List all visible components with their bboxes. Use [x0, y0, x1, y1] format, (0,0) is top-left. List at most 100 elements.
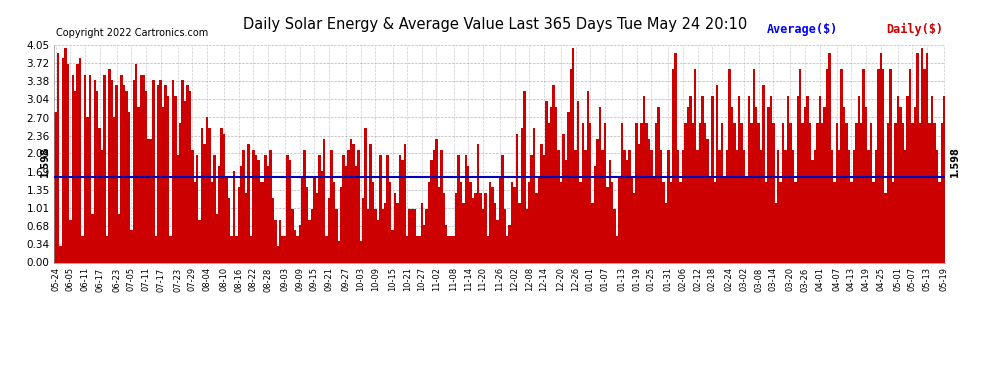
- Bar: [364, 128, 367, 262]
- Bar: [521, 128, 523, 262]
- Bar: [318, 155, 321, 262]
- Bar: [626, 160, 628, 262]
- Bar: [103, 75, 106, 262]
- Bar: [69, 219, 71, 262]
- Bar: [469, 182, 472, 262]
- Bar: [611, 182, 614, 262]
- Bar: [792, 150, 794, 262]
- Bar: [301, 177, 304, 262]
- Bar: [489, 182, 491, 262]
- Bar: [274, 219, 276, 262]
- Bar: [486, 236, 489, 262]
- Bar: [184, 101, 186, 262]
- Bar: [194, 182, 196, 262]
- Bar: [340, 188, 343, 262]
- Bar: [171, 80, 174, 262]
- Bar: [464, 155, 467, 262]
- Bar: [672, 69, 674, 262]
- Bar: [157, 85, 159, 262]
- Bar: [857, 96, 860, 262]
- Bar: [652, 177, 655, 262]
- Bar: [787, 96, 789, 262]
- Bar: [919, 123, 921, 262]
- Bar: [747, 96, 750, 262]
- Bar: [564, 160, 567, 262]
- Bar: [760, 150, 762, 262]
- Bar: [431, 160, 433, 262]
- Bar: [894, 123, 897, 262]
- Bar: [231, 236, 233, 262]
- Bar: [724, 177, 726, 262]
- Bar: [696, 150, 699, 262]
- Bar: [257, 160, 259, 262]
- Bar: [655, 123, 657, 262]
- Bar: [128, 112, 130, 262]
- Bar: [716, 85, 719, 262]
- Bar: [418, 236, 421, 262]
- Bar: [372, 182, 374, 262]
- Bar: [349, 139, 352, 262]
- Bar: [428, 182, 431, 262]
- Bar: [909, 69, 911, 262]
- Bar: [311, 209, 313, 262]
- Bar: [143, 75, 145, 262]
- Bar: [496, 219, 499, 262]
- Bar: [499, 177, 501, 262]
- Bar: [130, 230, 133, 262]
- Bar: [154, 236, 157, 262]
- Bar: [201, 128, 203, 262]
- Bar: [81, 236, 84, 262]
- Bar: [441, 150, 443, 262]
- Bar: [811, 160, 814, 262]
- Bar: [528, 182, 531, 262]
- Bar: [443, 193, 446, 262]
- Bar: [176, 155, 179, 262]
- Bar: [879, 53, 882, 262]
- Bar: [762, 85, 765, 262]
- Bar: [479, 193, 482, 262]
- Bar: [545, 101, 547, 262]
- Bar: [462, 203, 464, 262]
- Bar: [594, 166, 596, 262]
- Bar: [243, 150, 245, 262]
- Bar: [396, 203, 399, 262]
- Bar: [374, 209, 376, 262]
- Bar: [621, 123, 624, 262]
- Bar: [836, 123, 839, 262]
- Bar: [186, 85, 189, 262]
- Bar: [694, 69, 696, 262]
- Bar: [574, 150, 577, 262]
- Bar: [101, 150, 103, 262]
- Bar: [706, 139, 709, 262]
- Bar: [484, 193, 486, 262]
- Bar: [113, 117, 116, 262]
- Bar: [421, 203, 423, 262]
- Bar: [911, 123, 914, 262]
- Bar: [240, 166, 243, 262]
- Bar: [569, 69, 572, 262]
- Bar: [782, 123, 784, 262]
- Bar: [543, 155, 545, 262]
- Bar: [604, 123, 606, 262]
- Bar: [567, 112, 569, 262]
- Bar: [262, 182, 264, 262]
- Bar: [357, 150, 359, 262]
- Bar: [271, 198, 274, 262]
- Bar: [874, 150, 877, 262]
- Bar: [228, 198, 231, 262]
- Bar: [196, 155, 198, 262]
- Bar: [91, 214, 93, 262]
- Bar: [745, 177, 747, 262]
- Bar: [289, 160, 291, 262]
- Bar: [447, 236, 449, 262]
- Bar: [198, 219, 201, 262]
- Bar: [772, 123, 774, 262]
- Bar: [84, 75, 86, 262]
- Bar: [538, 177, 541, 262]
- Bar: [596, 139, 599, 262]
- Bar: [304, 150, 306, 262]
- Bar: [223, 134, 226, 262]
- Bar: [98, 128, 101, 262]
- Bar: [741, 123, 742, 262]
- Bar: [755, 107, 757, 262]
